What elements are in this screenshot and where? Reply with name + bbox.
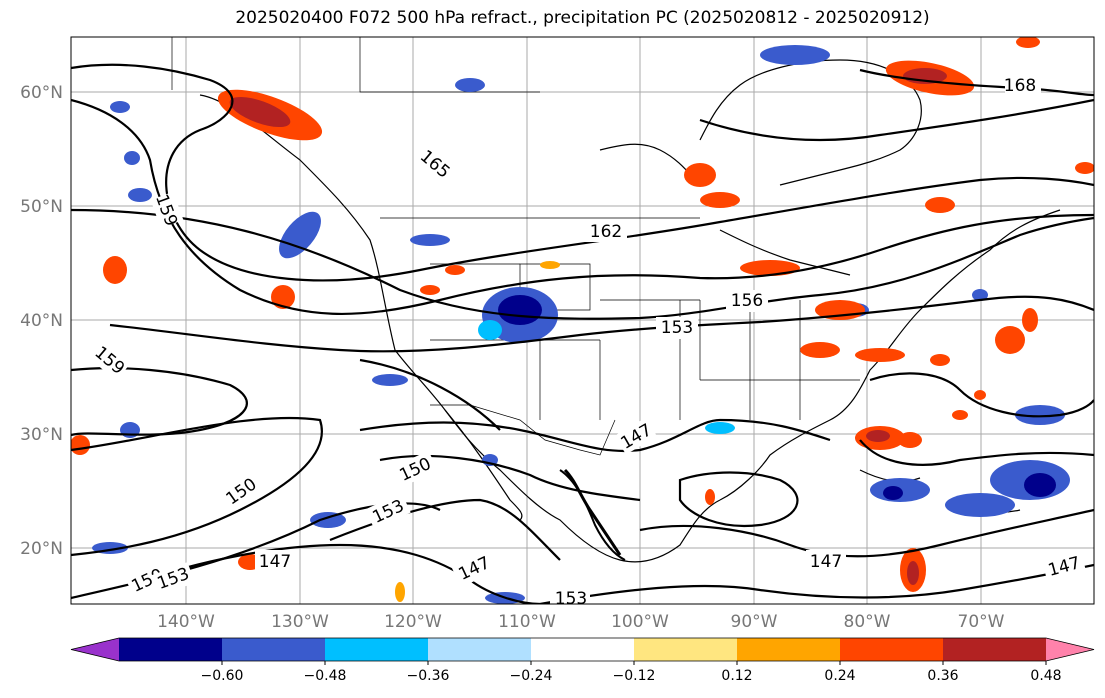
lat-label: 50°N <box>20 197 63 217</box>
colorbar-tick-label: −0.24 <box>510 668 553 684</box>
political-borders <box>171 37 860 456</box>
longitude-labels: 140°W 130°W 120°W 110°W 100°W 90°W 80°W … <box>157 612 1005 632</box>
lon-label: 70°W <box>958 612 1005 632</box>
lat-label: 40°N <box>20 311 63 331</box>
colorbar-tick-label: 0.48 <box>1030 668 1061 684</box>
lat-label: 30°N <box>20 425 63 445</box>
contour-label: 168 <box>1004 76 1036 96</box>
precip-shading <box>71 37 1094 604</box>
colorbar-segment <box>840 638 944 661</box>
colorbar: −0.60 −0.48 −0.36 −0.24 −0.12 0.12 0.24 0.36 0.4… <box>70 637 1095 684</box>
lon-label: 90°W <box>731 612 778 632</box>
colorbar-segment <box>634 638 738 661</box>
lat-label: 60°N <box>20 83 63 103</box>
lon-label: 140°W <box>157 612 215 632</box>
precip-positive <box>71 37 1094 602</box>
colorbar-segment <box>531 638 635 661</box>
colorbar-segment <box>943 638 1047 661</box>
colorbar-segment <box>325 638 429 661</box>
colorbar-outline <box>70 637 1095 662</box>
lon-label: 100°W <box>611 612 669 632</box>
contour-label: 153 <box>661 318 693 338</box>
map-frame <box>70 36 1095 605</box>
lon-label: 80°W <box>844 612 891 632</box>
colorbar-segment <box>71 638 119 661</box>
contour-label: 156 <box>731 291 763 311</box>
contour-label: 153 <box>555 589 587 609</box>
colorbar-segment <box>428 638 532 661</box>
colorbar-tick-label: −0.48 <box>304 668 347 684</box>
contour-label: 162 <box>590 222 622 242</box>
contour-labels: 165 162 159 159 156 153 150 150 153 150 … <box>88 74 1087 609</box>
colorbar-ticks: −0.60 −0.48 −0.36 −0.24 −0.12 0.12 0.24 0.36 0.4… <box>201 661 1062 684</box>
colorbar-tick-label: −0.12 <box>613 668 656 684</box>
lat-label: 20°N <box>20 539 63 559</box>
colorbar-tick-label: 0.24 <box>824 668 855 684</box>
colorbar-segment <box>119 638 223 661</box>
latitude-labels: 60°N 50°N 40°N 30°N 20°N <box>20 83 63 559</box>
contour-label: 147 <box>810 552 842 572</box>
colorbar-tick-label: 0.12 <box>721 668 752 684</box>
lon-label: 120°W <box>384 612 442 632</box>
colorbar-segment <box>1046 638 1094 661</box>
colorbar-tick-label: 0.36 <box>927 668 958 684</box>
map-title: 2025020400 F072 500 hPa refract., precip… <box>235 8 930 28</box>
contour-label: 147 <box>259 552 291 572</box>
lon-label: 130°W <box>271 612 329 632</box>
colorbar-segment <box>737 638 841 661</box>
colorbar-tick-label: −0.36 <box>407 668 450 684</box>
lon-label: 110°W <box>498 612 556 632</box>
colorbar-segment <box>222 638 326 661</box>
colorbar-tick-label: −0.60 <box>201 668 244 684</box>
colorbar-segments <box>70 637 1095 662</box>
